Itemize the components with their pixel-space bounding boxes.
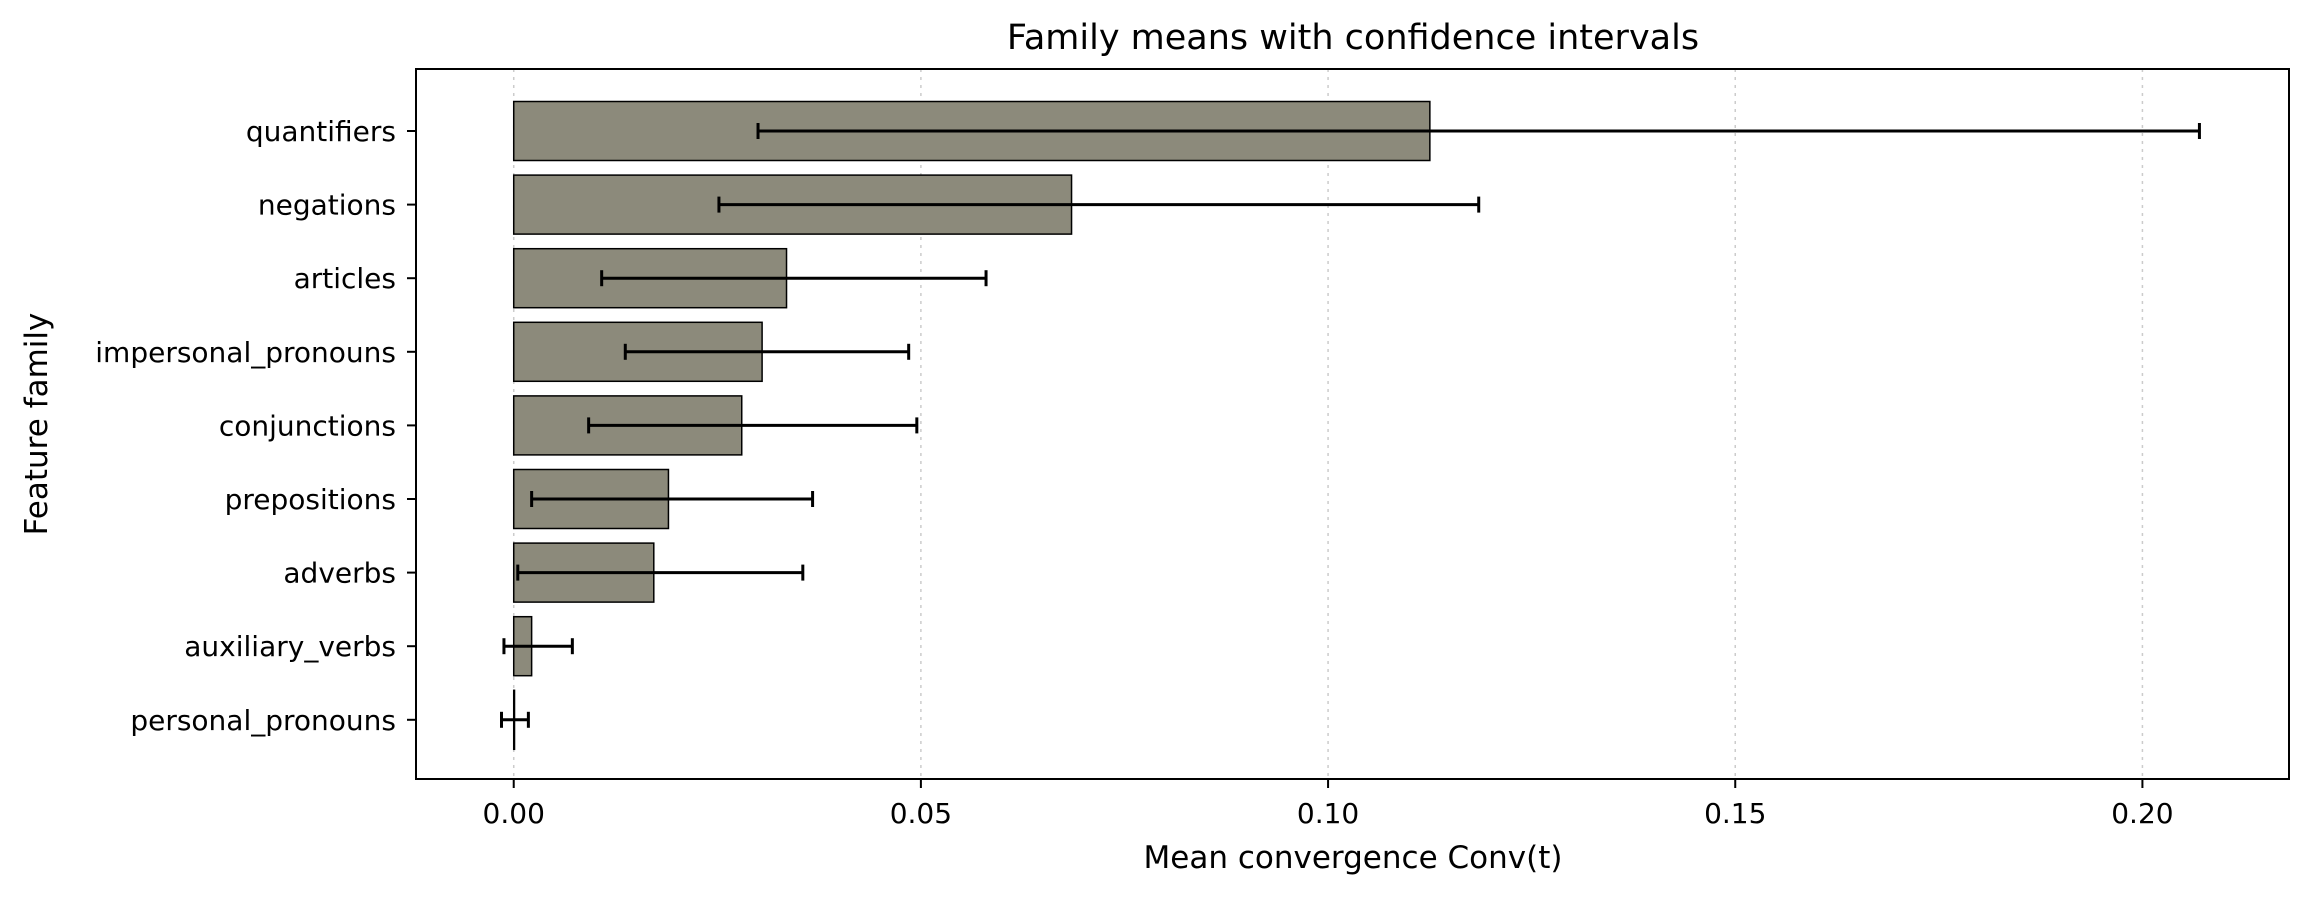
y-tick-label: auxiliary_verbs	[184, 630, 396, 663]
y-tick-label: prepositions	[225, 483, 396, 516]
y-tick-label: adverbs	[283, 557, 396, 590]
x-tick-label: 0.00	[483, 797, 545, 830]
y-tick-label: impersonal_pronouns	[95, 336, 396, 369]
error-bars	[500, 123, 2201, 728]
plot-frame	[415, 68, 2290, 780]
x-tick-label: 0.15	[1704, 797, 1766, 830]
y-tick-label: conjunctions	[219, 409, 396, 442]
x-axis-label: Mean convergence Conv(t)	[1144, 840, 1563, 876]
y-tick-label: quantifiers	[246, 115, 396, 148]
chart-title: Family means with confidence intervals	[1007, 18, 1699, 58]
y-axis-label: Feature family	[19, 313, 55, 536]
x-axis-ticks: 0.00 0.05 0.10 0.15 0.20	[483, 779, 2174, 830]
y-axis-ticks: quantifiers negations articles impersonal_p…	[95, 115, 416, 737]
x-tick-label: 0.05	[890, 797, 952, 830]
y-tick-label: personal_pronouns	[130, 704, 396, 737]
y-tick-label: articles	[294, 262, 396, 295]
y-tick-label: negations	[258, 189, 396, 222]
x-tick-label: 0.20	[2111, 797, 2173, 830]
x-tick-label: 0.10	[1297, 797, 1359, 830]
